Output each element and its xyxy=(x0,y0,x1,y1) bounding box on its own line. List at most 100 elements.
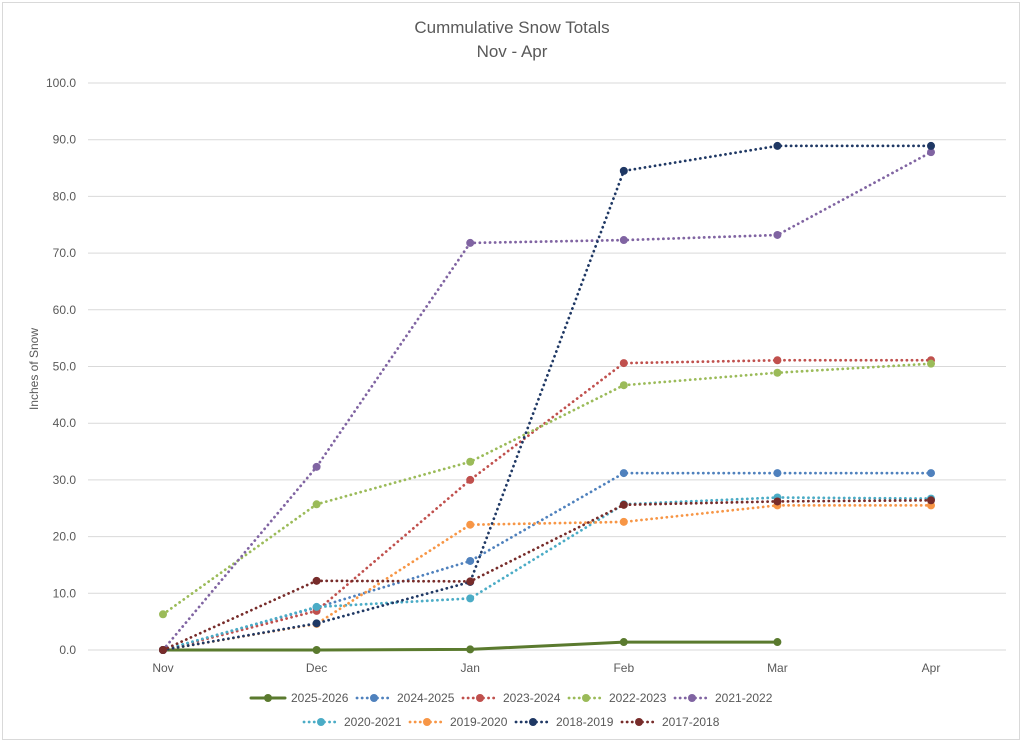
y-tick-label: 80.0 xyxy=(53,189,77,203)
x-tick-label: Feb xyxy=(613,661,634,675)
data-point xyxy=(927,141,935,150)
data-point xyxy=(773,356,782,365)
data-point xyxy=(927,469,935,478)
legend-item: 2021-2022 xyxy=(673,691,773,705)
data-point xyxy=(927,496,935,505)
series-2025-2026 xyxy=(159,638,782,654)
series-2022-2023 xyxy=(159,359,935,619)
legend-label: 2025-2026 xyxy=(291,691,349,705)
data-point xyxy=(619,166,628,175)
x-tick-label: Jan xyxy=(461,661,480,675)
y-tick-label: 20.0 xyxy=(53,530,77,544)
y-tick-label: 30.0 xyxy=(53,473,77,487)
y-tick-label: 60.0 xyxy=(53,303,77,317)
x-tick-label: Mar xyxy=(767,661,788,675)
y-tick-label: 0.0 xyxy=(59,643,76,657)
series-line xyxy=(161,504,933,652)
data-point xyxy=(619,381,628,390)
series-line xyxy=(161,150,933,652)
legend-marker xyxy=(582,694,590,702)
data-point xyxy=(159,646,167,654)
data-point xyxy=(466,520,475,529)
series-line xyxy=(161,471,933,652)
data-point xyxy=(619,236,628,245)
y-tick-label: 70.0 xyxy=(53,246,77,260)
x-tick-label: Nov xyxy=(152,661,173,675)
legend-marker xyxy=(529,718,537,726)
legend-label: 2017-2018 xyxy=(662,715,720,729)
data-point xyxy=(619,638,628,647)
chart-subtitle: Nov - Apr xyxy=(477,42,548,61)
y-axis-ticks: 0.0 10.0 20.0 30.0 40.0 50.0 60.0 70.0 80.0 90.0 1… xyxy=(46,76,76,657)
y-tick-label: 90.0 xyxy=(53,133,77,147)
data-point xyxy=(466,577,475,586)
data-point xyxy=(773,497,782,506)
series-2019-2020 xyxy=(159,501,935,654)
legend-marker xyxy=(264,694,272,702)
legend-label: 2024-2025 xyxy=(397,691,455,705)
chart-title: Cummulative Snow Totals xyxy=(414,18,609,37)
data-point xyxy=(466,594,475,603)
data-point xyxy=(466,475,475,484)
series-line xyxy=(161,144,933,652)
data-point xyxy=(619,359,628,368)
data-point xyxy=(773,141,782,150)
y-tick-label: 10.0 xyxy=(53,586,77,600)
legend-label: 2019-2020 xyxy=(450,715,508,729)
legend-item: 2022-2023 xyxy=(567,691,667,705)
x-axis-ticks: Nov Dec Jan Feb Mar Apr xyxy=(152,661,940,675)
data-point xyxy=(927,148,935,157)
data-point xyxy=(773,469,782,478)
data-point xyxy=(619,469,628,478)
series-lines xyxy=(159,141,935,654)
chart: Cummulative Snow Totals Nov - Apr Inches… xyxy=(27,18,1006,729)
data-point xyxy=(312,646,321,654)
legend-label: 2021-2022 xyxy=(715,691,773,705)
data-point xyxy=(312,602,321,611)
y-tick-label: 100.0 xyxy=(46,76,76,90)
series-line xyxy=(161,498,933,652)
y-tick-label: 40.0 xyxy=(53,416,77,430)
data-point xyxy=(466,645,475,654)
series-2017-2018 xyxy=(159,496,935,654)
series-line xyxy=(161,358,933,652)
legend-marker xyxy=(370,694,378,702)
x-tick-label: Dec xyxy=(306,661,327,675)
series-line xyxy=(161,496,933,652)
legend-marker xyxy=(688,694,696,702)
series-2021-2022 xyxy=(159,148,935,654)
data-point xyxy=(466,556,475,565)
data-point xyxy=(619,500,628,509)
data-point xyxy=(466,457,475,466)
data-point xyxy=(312,462,321,471)
data-point xyxy=(619,517,628,526)
legend-item: 2017-2018 xyxy=(620,715,720,729)
legend-item: 2020-2021 xyxy=(302,715,402,729)
legend-label: 2018-2019 xyxy=(556,715,614,729)
legend-item: 2018-2019 xyxy=(514,715,614,729)
data-point xyxy=(927,359,935,368)
y-tick-label: 50.0 xyxy=(53,360,77,374)
data-point xyxy=(312,500,321,509)
legend-label: 2022-2023 xyxy=(609,691,667,705)
data-point xyxy=(312,619,321,628)
data-point xyxy=(773,368,782,377)
legend-label: 2020-2021 xyxy=(344,715,402,729)
y-axis-title: Inches of Snow xyxy=(27,328,41,410)
legend-marker xyxy=(317,718,325,726)
legend-label: 2023-2024 xyxy=(503,691,561,705)
legend-marker xyxy=(423,718,431,726)
series-line xyxy=(161,362,933,616)
data-point xyxy=(312,576,321,585)
legend-marker xyxy=(635,718,643,726)
legend-item: 2025-2026 xyxy=(249,691,349,705)
data-point xyxy=(773,230,782,239)
legend: 2025-2026 2024-2025 2023-2024 2022-2023 2021… xyxy=(249,691,773,729)
legend-marker xyxy=(476,694,484,702)
data-point xyxy=(466,238,475,247)
legend-item: 2024-2025 xyxy=(355,691,455,705)
data-point xyxy=(773,638,782,647)
legend-item: 2019-2020 xyxy=(408,715,508,729)
x-tick-label: Apr xyxy=(922,661,941,675)
